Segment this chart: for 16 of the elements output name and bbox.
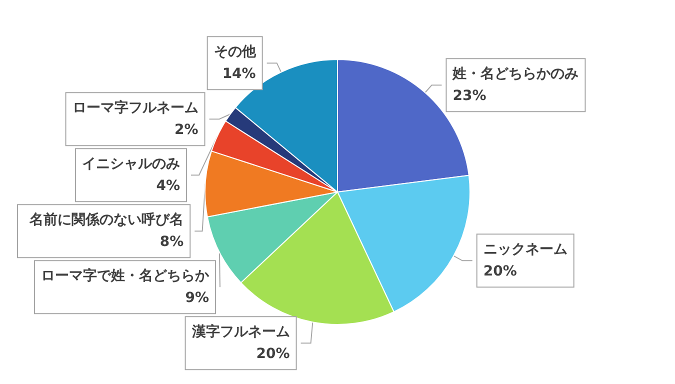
slice-label: イニシャルのみ	[82, 156, 180, 172]
data-label: 14%	[222, 66, 256, 82]
slice-label: 名前に関係のない呼び名	[28, 211, 184, 228]
slice-label: ローマ字フルネーム	[72, 99, 198, 116]
slice-label: 漢字フルネーム	[190, 323, 290, 340]
data-label: 2%	[174, 122, 198, 138]
data-label: 20%	[256, 346, 290, 362]
data-label: 4%	[156, 178, 180, 194]
data-label: 20%	[483, 264, 517, 280]
data-label: 8%	[160, 234, 184, 250]
slice-label: ローマ字で姓・名どちらか	[40, 267, 210, 284]
slice-label: 姓・名どちらかのみ	[452, 66, 579, 82]
slice-label: ニックネーム	[483, 242, 568, 258]
slice-label: その他	[214, 44, 257, 60]
data-label: 23%	[452, 88, 486, 104]
data-label: 9%	[185, 290, 209, 306]
